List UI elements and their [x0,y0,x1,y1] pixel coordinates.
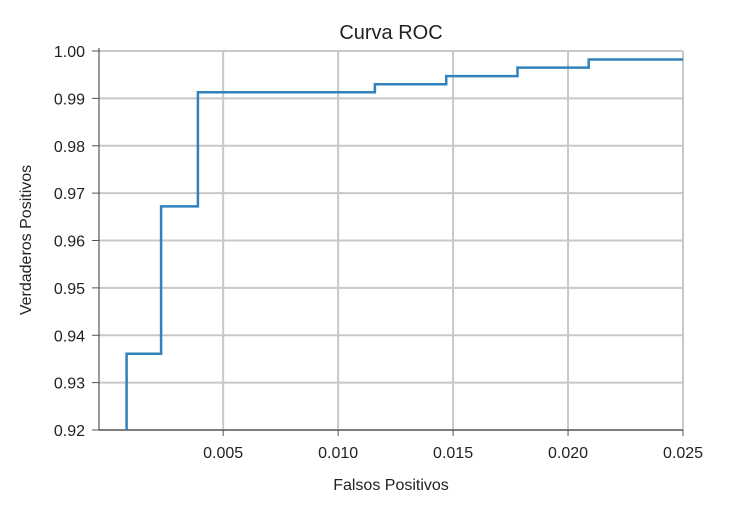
y-axis-title: Verdaderos Positivos [18,165,35,315]
series-layer [125,58,683,430]
x-tick-label: 0.010 [318,445,358,462]
x-tick-label: 0.005 [203,445,243,462]
y-tick-label: 0.98 [54,139,85,156]
chart-title: Curva ROC [339,22,442,44]
x-tick-label: 0.015 [433,445,473,462]
axes [92,48,684,436]
x-axis-title: Falsos Positivos [333,477,449,494]
x-tick-label: 0.025 [663,445,703,462]
y-tick-label: 0.97 [54,186,85,203]
y-tick-label: 1.00 [54,44,85,61]
roc-curve-line [125,58,683,430]
y-tick-label: 0.96 [54,234,85,251]
tick-labels: 0.005 0.010 0.015 0.020 0.025 0.92 0.93 0.94 0.9… [54,44,703,462]
y-tick-label: 0.92 [54,423,85,440]
grid [99,50,684,431]
y-tick-label: 0.94 [54,328,85,345]
y-tick-label: 0.93 [54,376,85,393]
y-tick-label: 0.95 [54,281,85,298]
x-tick-label: 0.020 [548,445,588,462]
y-tick-label: 0.99 [54,91,85,108]
